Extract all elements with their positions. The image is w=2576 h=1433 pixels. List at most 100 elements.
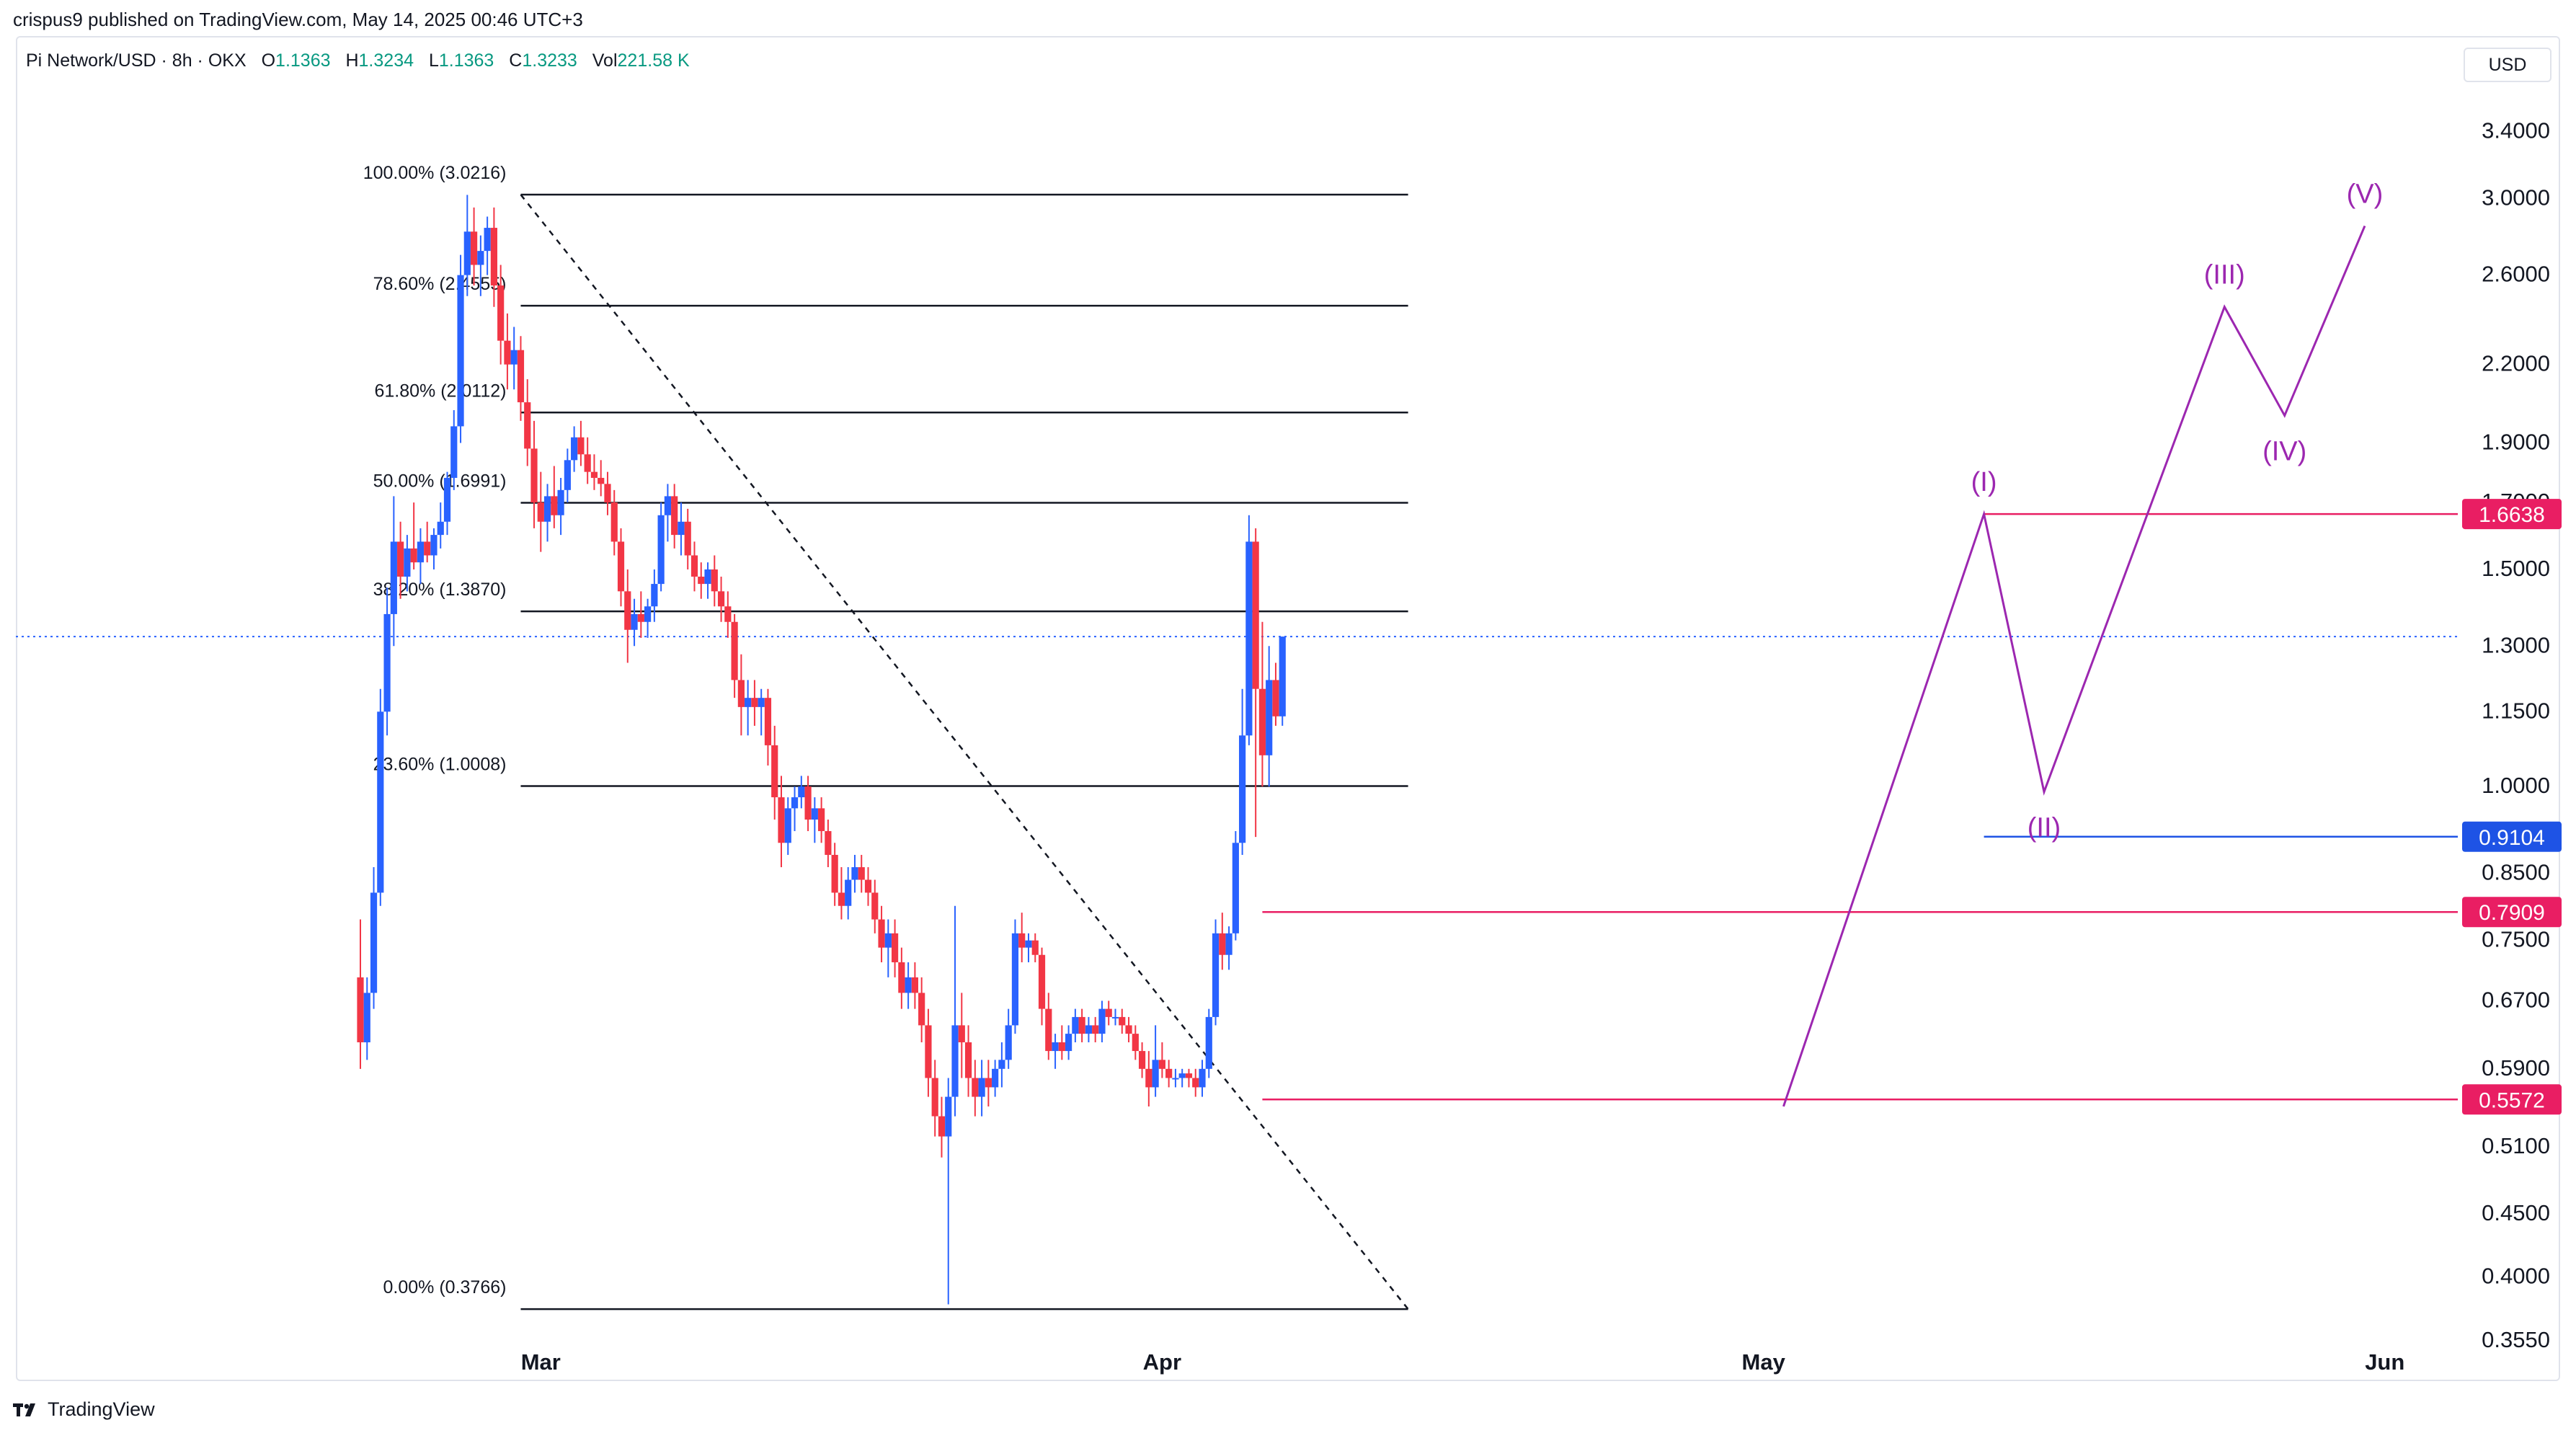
candle-body xyxy=(678,521,685,536)
candle xyxy=(504,313,511,390)
price-badges: 1.6638 0.9104 0.7909 0.5572 xyxy=(2462,499,2562,1115)
candle xyxy=(1205,1008,1212,1078)
candle xyxy=(1158,1042,1165,1078)
open-label: O xyxy=(261,50,276,71)
candle-body xyxy=(945,1096,952,1137)
candle-body xyxy=(1152,1060,1159,1088)
candle-body xyxy=(1138,1051,1146,1069)
candle-body xyxy=(731,621,738,680)
candle xyxy=(1219,913,1226,970)
candle xyxy=(831,843,838,906)
candle-body xyxy=(784,808,791,843)
candle xyxy=(1025,933,1032,962)
candle xyxy=(510,327,518,390)
volume-value: 221.58 K xyxy=(617,50,690,71)
candle xyxy=(891,919,899,977)
candle xyxy=(1038,947,1046,1026)
price-tick-label: 2.6000 xyxy=(2482,262,2550,287)
candle-body xyxy=(1245,541,1253,736)
candle xyxy=(1078,1008,1085,1042)
candle-body xyxy=(1065,1034,1072,1052)
candle xyxy=(1105,1001,1112,1026)
candle-body xyxy=(811,808,818,820)
candle-body xyxy=(1072,1016,1079,1034)
candle-body xyxy=(1165,1068,1173,1078)
candle xyxy=(818,797,825,843)
candle xyxy=(764,688,772,766)
candle-body xyxy=(1132,1034,1139,1052)
candle-body xyxy=(564,460,571,490)
candle-body xyxy=(543,496,551,522)
candle xyxy=(657,502,665,592)
price-axis[interactable]: 0.3550 0.4000 0.4500 0.5100 0.5900 0.6700 0.75… xyxy=(2482,117,2550,1352)
tradingview-logo[interactable]: TradingView xyxy=(13,1398,155,1421)
candle xyxy=(845,867,852,920)
candle-body xyxy=(758,698,765,707)
price-badge xyxy=(2462,897,2562,928)
candle xyxy=(771,725,778,820)
high-value: 1.3234 xyxy=(358,50,414,71)
candle-body xyxy=(517,350,525,403)
candle-body xyxy=(690,555,698,577)
candle xyxy=(784,797,791,855)
price-badge-label: 0.5572 xyxy=(2479,1088,2545,1112)
candle-body xyxy=(424,541,431,556)
candle xyxy=(397,521,404,599)
candle-body xyxy=(598,477,605,484)
candle-body xyxy=(497,285,505,341)
fib-level-label: 50.00% (1.6991) xyxy=(373,471,507,491)
candle-body xyxy=(657,515,665,585)
candle xyxy=(557,477,564,536)
candle xyxy=(1111,1008,1119,1026)
candle-body xyxy=(751,698,758,707)
candle-body xyxy=(1005,1025,1012,1060)
candle xyxy=(998,1042,1005,1088)
candle xyxy=(463,195,471,296)
candle xyxy=(1178,1068,1186,1088)
candle xyxy=(791,786,799,831)
fib-trend-line xyxy=(520,194,1409,1310)
candle xyxy=(390,496,397,647)
price-badge xyxy=(2462,1084,2562,1115)
candle xyxy=(905,962,912,1009)
candle-body xyxy=(1125,1025,1132,1034)
candle-body xyxy=(764,698,772,745)
candle-body xyxy=(1052,1042,1059,1052)
candle xyxy=(551,466,558,528)
candle-body xyxy=(1145,1068,1152,1088)
candle-body xyxy=(530,448,538,503)
candle xyxy=(543,484,551,542)
price-tick-label: 0.6700 xyxy=(2482,987,2550,1012)
candle-body xyxy=(1078,1016,1085,1034)
candle xyxy=(704,562,711,599)
candle xyxy=(884,919,892,977)
candle-body xyxy=(370,892,378,993)
candle xyxy=(945,1078,952,1305)
candle xyxy=(1225,926,1233,970)
candle xyxy=(690,541,698,592)
candle xyxy=(1132,1025,1139,1060)
price-tick-label: 0.4500 xyxy=(2482,1200,2550,1225)
candle xyxy=(992,1060,999,1097)
currency-button[interactable]: USD xyxy=(2464,48,2551,82)
candle xyxy=(1192,1068,1199,1097)
candle-body xyxy=(972,1078,979,1097)
candle-body xyxy=(1105,1008,1112,1017)
candle-body xyxy=(1279,636,1286,716)
candle-body xyxy=(771,745,778,798)
candle xyxy=(517,336,525,421)
candle-body xyxy=(911,977,918,993)
candle xyxy=(737,654,745,736)
candle xyxy=(898,947,905,1009)
candle xyxy=(530,420,538,528)
candle xyxy=(1152,1025,1159,1097)
candle-body xyxy=(624,591,631,630)
candle xyxy=(745,680,752,736)
candle-body xyxy=(477,251,484,265)
price-tick-label: 3.0000 xyxy=(2482,185,2550,210)
candle xyxy=(383,587,391,736)
tradingview-logo-icon xyxy=(13,1403,35,1416)
time-axis[interactable]: Mar Apr May Jun xyxy=(521,1349,2405,1375)
candle-body xyxy=(571,437,578,461)
